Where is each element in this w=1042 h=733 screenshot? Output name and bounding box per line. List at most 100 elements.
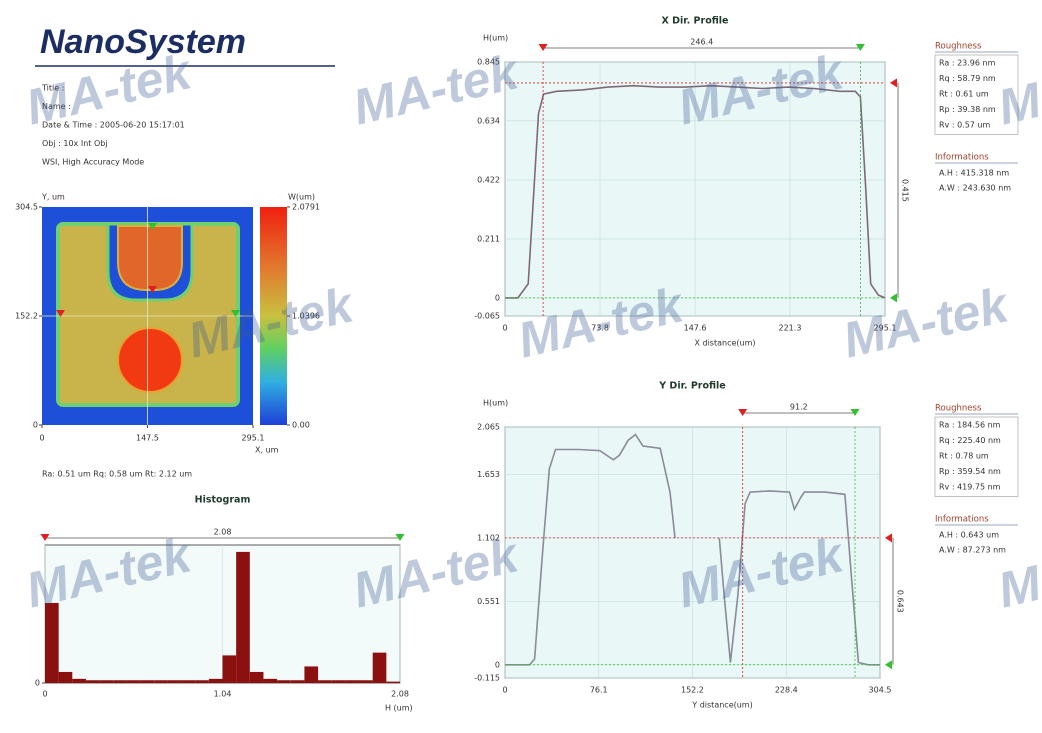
- histogram-bar: [372, 652, 387, 683]
- y-tick-label: 1.653: [477, 470, 500, 479]
- histogram-bar: [345, 680, 360, 683]
- histogram-bar: [126, 680, 141, 683]
- watermark: MA-tek: [993, 43, 1042, 136]
- y-tick-label: -0.115: [474, 674, 500, 683]
- histogram-bar: [331, 680, 346, 683]
- roughness-row: Rv : 0.57 um: [939, 121, 991, 130]
- x-tick-label: 221.3: [779, 324, 802, 333]
- histogram-bar: [304, 666, 319, 683]
- histogram-bar: [45, 602, 59, 683]
- histogram-bar: [208, 678, 223, 683]
- info-line: Name :: [42, 102, 71, 111]
- x-tick-label: 152.2: [681, 686, 704, 695]
- roughness-row: Rq : 225.40 nm: [939, 436, 1001, 445]
- height-label: 0.643: [896, 590, 905, 613]
- histogram-bar: [85, 680, 100, 683]
- histogram-bar: [154, 680, 168, 683]
- y-tick-label: 0.211: [477, 234, 500, 243]
- cursor-marker: [738, 409, 748, 416]
- y-tick-label: 304.5: [15, 203, 38, 212]
- y-tick-label: 0: [33, 421, 38, 430]
- level-marker: [885, 533, 892, 543]
- heatmap-image: [42, 207, 287, 425]
- histogram-bar: [359, 680, 373, 683]
- x-tick-label: 228.4: [775, 686, 798, 695]
- x-axis-label: H (um): [385, 704, 413, 713]
- level-marker: [890, 78, 897, 88]
- x-tick-label: 0: [42, 690, 47, 699]
- y-tick-label: 0.551: [477, 597, 500, 606]
- histogram-bar: [72, 678, 86, 683]
- info-row: A.H : 415.318 nm: [939, 169, 1009, 178]
- cursor-marker: [850, 409, 860, 416]
- x-tick-label: 0: [39, 434, 44, 443]
- histogram-bar: [222, 655, 237, 683]
- y-tick-label: 0.845: [477, 58, 500, 67]
- x-tick-label: 304.5: [869, 686, 892, 695]
- level-marker: [885, 660, 892, 670]
- colorbar-tick-label: 0.00: [292, 421, 310, 430]
- y-axis-label: H(um): [483, 34, 508, 43]
- y-tick-label: 0: [495, 293, 500, 302]
- y-tick-label: 0.634: [477, 116, 500, 125]
- histogram-bar: [318, 680, 332, 683]
- x-tick-label: 0: [502, 324, 507, 333]
- height-label: 0.415: [901, 179, 910, 202]
- y-tick-label: 2.065: [477, 423, 500, 432]
- y-tick-label: 1.102: [477, 533, 500, 542]
- info-row: A.W : 87.273 nm: [939, 546, 1006, 555]
- cursor-distance: 91.2: [790, 403, 808, 412]
- info-line: WSI, High Accuracy Mode: [42, 158, 144, 167]
- info-title: Informations: [935, 153, 989, 163]
- roughness-row: Ra : 23.96 nm: [939, 59, 996, 68]
- y-axis-label: Y, um: [41, 193, 65, 202]
- y-tick-label: 152.2: [15, 312, 38, 321]
- x-axis-label: Y distance(um): [691, 701, 752, 710]
- x-tick-label: 295.1: [242, 434, 265, 443]
- x-axis-label: X, um: [255, 446, 279, 455]
- x-tick-label: 2.08: [391, 690, 409, 699]
- roughness-row: Ra : 184.56 nm: [939, 421, 1001, 430]
- cursor-distance: 246.4: [690, 38, 713, 47]
- y-tick-label: 0: [495, 660, 500, 669]
- x-tick-label: 147.6: [684, 324, 707, 333]
- cursor-distance: 2.08: [214, 528, 232, 537]
- x-tick-label: 147.5: [136, 434, 159, 443]
- roughness-row: Rq : 58.79 nm: [939, 74, 996, 83]
- y-tick-label: 0: [35, 679, 40, 688]
- chart-title: X Dir. Profile: [662, 16, 729, 27]
- histogram-bar: [236, 551, 250, 683]
- x-tick-label: 0: [502, 686, 507, 695]
- profile-line: [505, 433, 880, 666]
- info-title: Informations: [935, 515, 989, 525]
- cursor-marker: [40, 534, 50, 541]
- profile-line: [505, 84, 886, 299]
- x-tick-label: 295.1: [874, 324, 897, 333]
- histogram-bar: [58, 671, 73, 683]
- histogram-bar: [167, 680, 182, 683]
- histogram-bar: [386, 681, 400, 683]
- roughness-row: Rp : 359.54 nm: [939, 467, 1001, 476]
- y-tick-label: 0.422: [477, 176, 500, 185]
- colorbar-tick-label: 1.0396: [292, 311, 320, 320]
- info-row: A.H : 0.643 um: [939, 531, 999, 540]
- histogram-bar: [140, 680, 155, 683]
- histogram-bar: [181, 680, 196, 683]
- watermark: MA-tek: [993, 526, 1042, 619]
- roughness-box: [934, 416, 1019, 497]
- histogram-bar: [195, 680, 209, 683]
- histogram-bar: [99, 680, 114, 683]
- roughness-stats: Ra: 0.51 um Rq: 0.58 um Rt: 2.12 um: [42, 470, 192, 479]
- logo: NanoSystem: [40, 23, 246, 61]
- y-tick-label: -0.065: [474, 312, 500, 321]
- x-tick-label: 73.8: [591, 324, 609, 333]
- histogram-bar: [263, 678, 278, 683]
- info-line: Title :: [41, 84, 64, 93]
- info-row: A.W : 243.630 nm: [939, 184, 1011, 193]
- chart-title: Y Dir. Profile: [658, 381, 726, 392]
- x-tick-label: 1.04: [214, 690, 232, 699]
- histogram-bar: [277, 680, 291, 683]
- level-marker: [890, 293, 897, 303]
